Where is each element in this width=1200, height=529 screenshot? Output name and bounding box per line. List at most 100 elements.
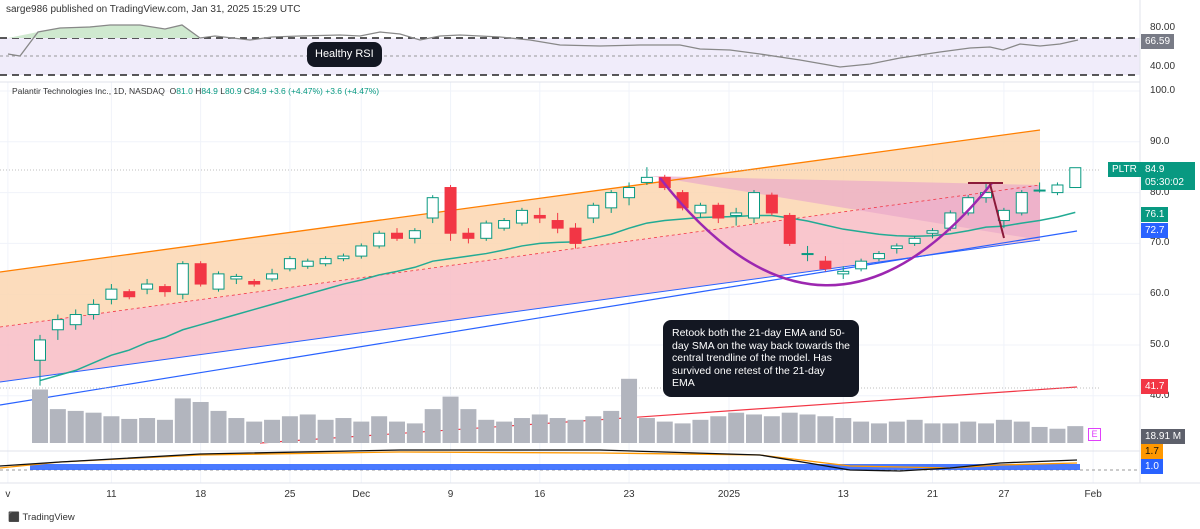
x-tick-label: 27 xyxy=(998,489,1010,500)
x-tick-label: 2025 xyxy=(718,489,741,500)
candle-body xyxy=(748,192,760,219)
y-tick-label: 80.0 xyxy=(1150,186,1170,198)
volume-bar xyxy=(335,418,352,443)
tradingview-logo[interactable]: ⬛ TradingView xyxy=(8,512,75,523)
y-tick-label: 60.0 xyxy=(1150,288,1170,300)
candle-body xyxy=(34,339,46,361)
volume-bar xyxy=(549,418,566,443)
volume-bar xyxy=(567,419,584,443)
volume-bar xyxy=(888,421,905,443)
symbol-legend: Palantir Technologies Inc., 1D, NASDAQ O… xyxy=(12,86,380,96)
volume-bar xyxy=(674,423,691,443)
candle-body xyxy=(872,253,885,260)
volume-bar xyxy=(1049,428,1066,443)
candle-body xyxy=(855,260,868,270)
candle-body xyxy=(569,227,582,244)
change-value-2: +3.6 (+4.47%) xyxy=(325,86,380,96)
candle-body xyxy=(355,245,368,257)
change-value: +3.6 (+4.47%) xyxy=(268,86,323,96)
volume-bar xyxy=(406,423,423,443)
candle-body xyxy=(515,209,528,224)
volume-bar xyxy=(371,416,388,443)
sma-tag: 72.7 xyxy=(1141,223,1169,238)
rsi-annotation[interactable]: Healthy RSI xyxy=(307,42,382,67)
candle-body xyxy=(605,192,618,209)
candle-body xyxy=(694,204,707,214)
candle-body xyxy=(533,214,546,219)
candle-body xyxy=(426,197,439,219)
symbol-name: Palantir Technologies Inc., 1D, NASDAQ xyxy=(12,86,165,96)
x-tick-label: 21 xyxy=(927,489,939,500)
x-tick-label: 11 xyxy=(106,489,117,500)
volume-tag: 18.91 M xyxy=(1141,429,1186,444)
x-tick-label: 9 xyxy=(448,489,454,500)
candle-body xyxy=(301,260,314,267)
earnings-event-icon[interactable]: E xyxy=(1088,428,1101,441)
candle-body xyxy=(623,187,636,199)
volume-bar xyxy=(281,416,298,443)
published-caption: sarge986 published on TradingView.com, J… xyxy=(6,4,301,15)
volume-bar xyxy=(835,418,852,443)
volume-bar xyxy=(442,396,459,443)
rsi-axis-label: 80.00 xyxy=(1150,22,1176,33)
candle-body xyxy=(212,273,225,290)
cup-pattern xyxy=(659,177,1005,287)
x-tick-label: v xyxy=(5,489,10,500)
candle-body xyxy=(105,288,118,300)
volume-bar xyxy=(496,421,513,443)
volume-bar xyxy=(67,410,84,443)
volume-bar xyxy=(799,414,816,443)
volume-bar xyxy=(460,409,477,443)
volume-bar xyxy=(603,410,620,443)
volume-bar xyxy=(210,410,227,443)
candle-body xyxy=(248,281,261,285)
candle-body xyxy=(765,194,778,214)
volume-bar xyxy=(978,423,995,443)
candle-body xyxy=(712,204,725,219)
candle-body xyxy=(1033,189,1046,192)
candle-body xyxy=(266,273,279,280)
volume-bar xyxy=(942,423,959,443)
x-tick-label: 13 xyxy=(838,489,850,500)
trendline-tag: 41.7 xyxy=(1141,379,1169,394)
volume-bar xyxy=(781,412,798,443)
candle-body xyxy=(783,214,796,244)
last-price-tag: 84.9 05:30:02 xyxy=(1141,162,1195,190)
volume-bar xyxy=(513,418,530,443)
candle-body xyxy=(1015,192,1028,214)
volume-bar xyxy=(103,416,120,443)
candle-body xyxy=(51,319,64,331)
close-value: 84.9 xyxy=(250,86,267,96)
high-value: 84.9 xyxy=(201,86,218,96)
volume-bar xyxy=(85,412,102,443)
candle-body xyxy=(283,258,296,270)
candle-body xyxy=(337,255,350,260)
candle-body xyxy=(837,270,850,275)
candle-body xyxy=(69,314,82,326)
main-annotation[interactable]: Retook both the 21-day EMA and 50-day SM… xyxy=(663,320,859,397)
candle-body xyxy=(926,230,939,234)
volume-bar xyxy=(264,419,281,443)
volume-bar xyxy=(317,419,334,443)
candle-body xyxy=(640,176,653,183)
y-tick-label: 50.0 xyxy=(1150,339,1170,350)
ema-21-line xyxy=(39,211,1076,382)
volume-bar xyxy=(121,418,138,443)
tv-logo-icon: ⬛ xyxy=(8,512,23,523)
volume-bar xyxy=(1067,426,1084,443)
volume-bar xyxy=(906,419,923,443)
candle-body xyxy=(194,263,207,285)
candle-body xyxy=(1069,167,1082,189)
x-tick-label: 18 xyxy=(195,489,207,500)
candle-body xyxy=(801,253,814,256)
volume-bar xyxy=(478,419,495,443)
volume-bar xyxy=(49,409,66,443)
candle-body xyxy=(158,286,171,293)
volume-bar xyxy=(424,409,441,443)
candle-body xyxy=(408,230,421,239)
volume-bar xyxy=(139,418,156,443)
candle-body xyxy=(890,245,903,249)
volume-bar xyxy=(995,419,1012,443)
volume-bar xyxy=(746,414,762,443)
